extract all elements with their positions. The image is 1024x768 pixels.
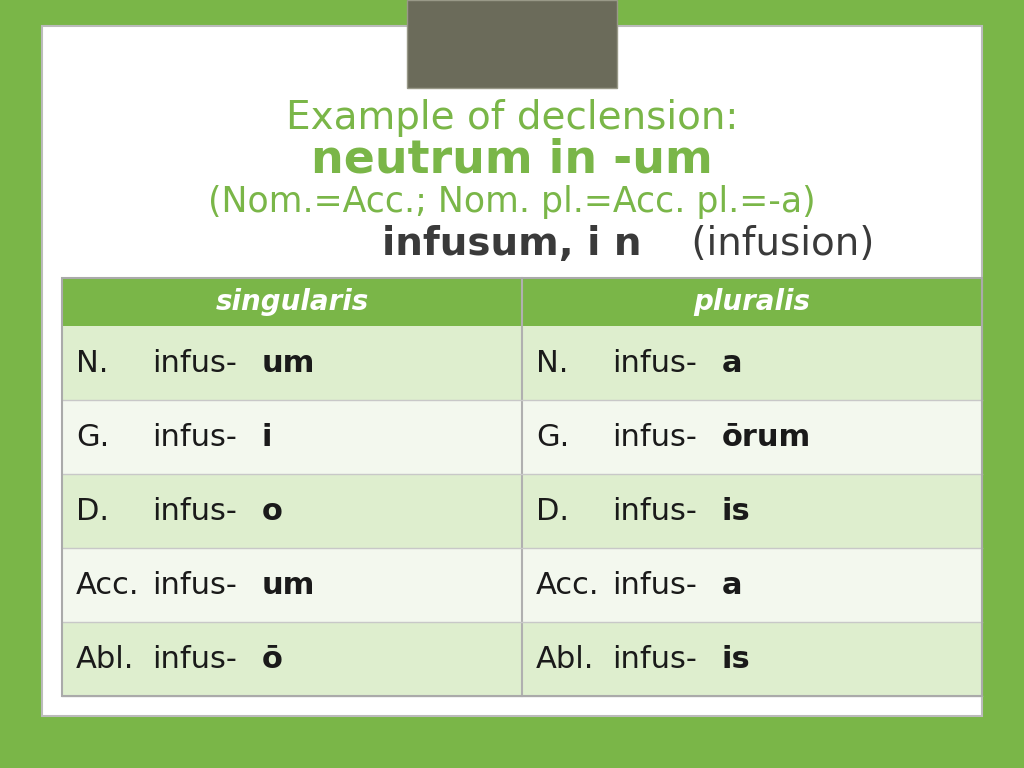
FancyBboxPatch shape (62, 474, 522, 548)
FancyBboxPatch shape (42, 26, 982, 716)
Bar (62, 278, 982, 696)
FancyBboxPatch shape (522, 548, 982, 622)
Text: G.: G. (536, 422, 569, 452)
Text: infus-: infus- (612, 571, 697, 600)
FancyBboxPatch shape (62, 400, 522, 474)
Text: Acc.: Acc. (76, 571, 139, 600)
Text: infus-: infus- (612, 496, 697, 525)
Text: infusum, i n: infusum, i n (382, 225, 642, 263)
Text: singularis: singularis (215, 288, 369, 316)
Text: um: um (261, 571, 315, 600)
Text: D.: D. (76, 496, 109, 525)
FancyBboxPatch shape (522, 400, 982, 474)
Text: N.: N. (76, 349, 109, 378)
Text: infus-: infus- (152, 571, 237, 600)
FancyBboxPatch shape (407, 0, 617, 88)
FancyBboxPatch shape (522, 326, 982, 400)
Text: ōrum: ōrum (722, 422, 811, 452)
Text: neutrum in -um: neutrum in -um (311, 137, 713, 183)
Text: o: o (261, 496, 283, 525)
Text: infus-: infus- (152, 349, 237, 378)
FancyBboxPatch shape (62, 622, 522, 696)
Text: infus-: infus- (612, 422, 697, 452)
FancyBboxPatch shape (62, 548, 522, 622)
Text: infus-: infus- (152, 422, 237, 452)
Text: D.: D. (536, 496, 569, 525)
Text: Example of declension:: Example of declension: (286, 99, 738, 137)
FancyBboxPatch shape (522, 622, 982, 696)
FancyBboxPatch shape (62, 326, 522, 400)
Text: infus-: infus- (612, 349, 697, 378)
Text: (infusion): (infusion) (679, 225, 874, 263)
Text: ō: ō (261, 644, 283, 674)
Text: is: is (722, 644, 751, 674)
FancyBboxPatch shape (522, 278, 982, 326)
Text: is: is (722, 496, 751, 525)
Text: G.: G. (76, 422, 110, 452)
Text: Abl.: Abl. (536, 644, 594, 674)
Text: Abl.: Abl. (76, 644, 134, 674)
FancyBboxPatch shape (62, 278, 522, 326)
Text: um: um (261, 349, 315, 378)
Text: a: a (722, 349, 742, 378)
Text: Acc.: Acc. (536, 571, 599, 600)
Text: infus-: infus- (152, 644, 237, 674)
Text: N.: N. (536, 349, 568, 378)
Text: pluralis: pluralis (693, 288, 811, 316)
Text: a: a (722, 571, 742, 600)
Text: (Nom.=Acc.; Nom. pl.=Acc. pl.=-a): (Nom.=Acc.; Nom. pl.=Acc. pl.=-a) (208, 185, 816, 219)
Text: infus-: infus- (152, 496, 237, 525)
Text: i: i (261, 422, 272, 452)
FancyBboxPatch shape (522, 474, 982, 548)
Text: infus-: infus- (612, 644, 697, 674)
